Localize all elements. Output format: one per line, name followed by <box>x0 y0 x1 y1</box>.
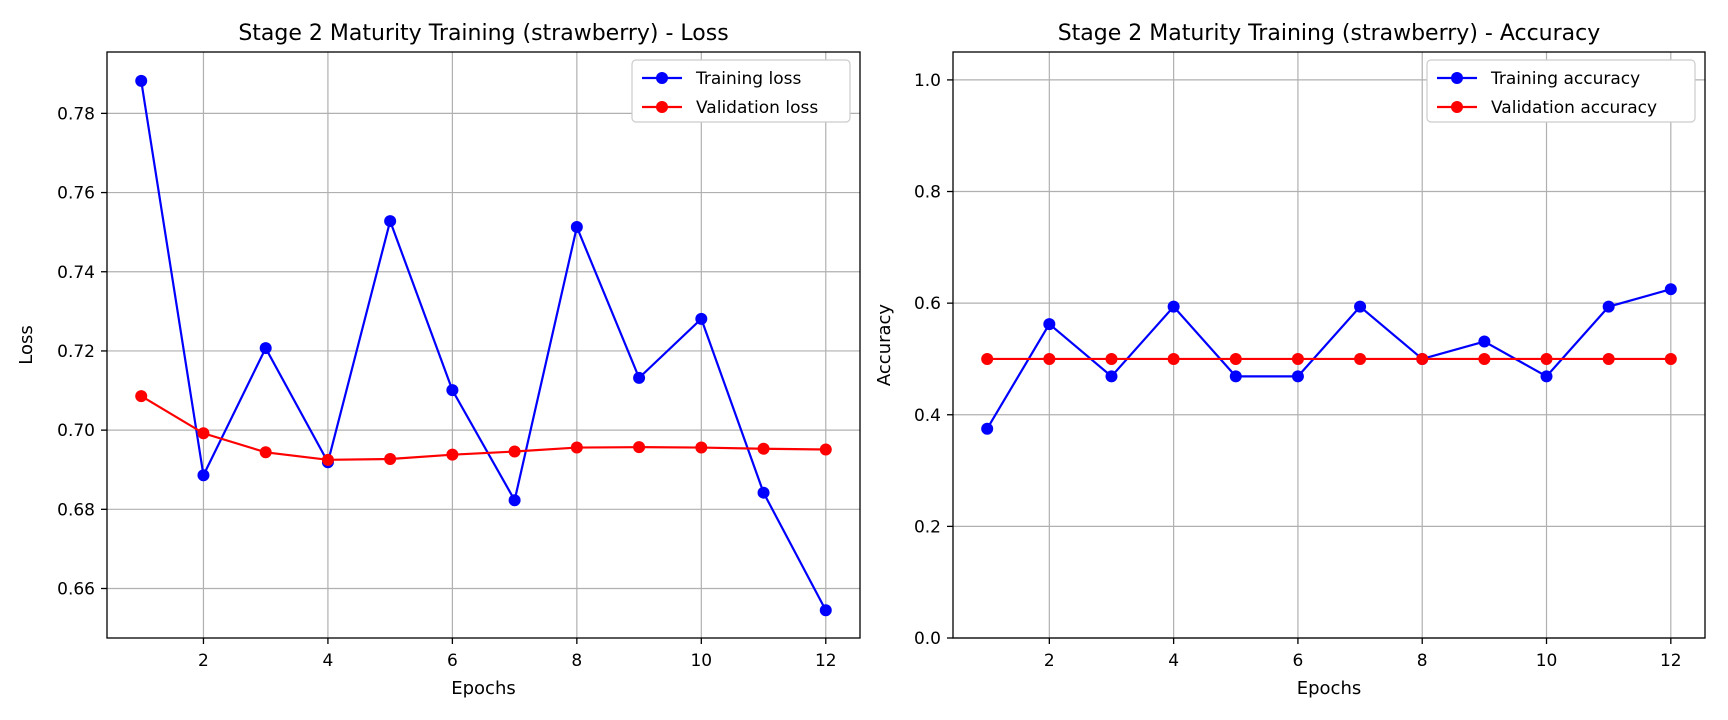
data-point-validation <box>508 445 521 458</box>
data-point-validation <box>1416 352 1429 365</box>
y-tick-label: 0.8 <box>914 183 941 203</box>
x-tick-label: 12 <box>1660 651 1682 671</box>
x-tick-label: 8 <box>571 651 582 671</box>
data-point-training <box>1602 300 1615 313</box>
data-point-training <box>1229 370 1242 383</box>
y-tick-label: 0.68 <box>57 500 95 520</box>
y-tick-label: 0.4 <box>914 406 941 426</box>
data-point-training <box>384 215 397 228</box>
plot-frame <box>106 51 861 639</box>
series-line-validation <box>140 395 826 461</box>
data-point-training <box>1478 335 1491 348</box>
data-point-validation <box>1167 352 1180 365</box>
x-tick-label: 12 <box>815 651 837 671</box>
data-point-training <box>1354 300 1367 313</box>
data-point-validation <box>1540 352 1553 365</box>
data-point-training <box>1291 370 1304 383</box>
data-point-validation <box>695 441 708 454</box>
data-point-validation <box>1354 352 1367 365</box>
y-axis-label: Accuracy <box>874 304 895 387</box>
chart-title: Stage 2 Maturity Training (strawberry) -… <box>1058 21 1601 46</box>
data-point-validation <box>1664 352 1677 365</box>
x-tick-label: 6 <box>447 651 458 671</box>
data-point-validation <box>135 390 148 403</box>
legend-marker-training <box>656 72 668 84</box>
legend-marker-validation <box>656 101 668 113</box>
y-tick-label: 0.2 <box>914 517 941 537</box>
data-point-training <box>446 384 459 397</box>
data-point-training <box>570 221 583 234</box>
x-tick-label: 10 <box>690 651 712 671</box>
legend-label-training: Training accuracy <box>1490 69 1640 89</box>
x-tick-label: 10 <box>1536 651 1558 671</box>
data-point-training <box>1167 300 1180 313</box>
data-point-training <box>197 469 210 482</box>
y-tick-label: 0.72 <box>57 342 95 362</box>
loss-chart: 2 4 6 8 10 12 0.66 0.68 0.70 0.72 0.74 0.76 0.78 Stag… <box>16 21 861 699</box>
legend-marker-training <box>1451 72 1463 84</box>
data-point-training <box>1105 370 1118 383</box>
x-tick-label: 4 <box>323 651 334 671</box>
data-point-validation <box>1291 352 1304 365</box>
data-point-training <box>695 312 708 325</box>
data-point-validation <box>1105 352 1118 365</box>
legend-box <box>1426 59 1696 123</box>
data-point-training <box>633 371 646 384</box>
legend-label-validation: Validation loss <box>696 98 818 118</box>
chart-title: Stage 2 Maturity Training (strawberry) -… <box>238 21 728 46</box>
series-line-training <box>986 288 1672 430</box>
x-axis-label: Epochs <box>1297 678 1362 699</box>
x-tick-label: 8 <box>1417 651 1428 671</box>
data-point-training <box>757 486 770 499</box>
data-point-validation <box>1602 352 1615 365</box>
y-tick-label: 0.66 <box>57 580 95 600</box>
y-tick-label: 0.76 <box>57 184 95 204</box>
data-point-training <box>1540 370 1553 383</box>
x-tick-label: 6 <box>1293 651 1304 671</box>
data-point-validation <box>819 443 832 456</box>
y-tick-label: 0.6 <box>914 294 941 314</box>
legend-label-training: Training loss <box>695 69 801 89</box>
data-point-validation <box>446 448 459 461</box>
x-tick-label: 2 <box>1044 651 1055 671</box>
x-tick-label: 2 <box>198 651 209 671</box>
data-point-training <box>135 74 148 87</box>
data-point-validation <box>981 352 994 365</box>
data-point-validation <box>1229 352 1242 365</box>
y-tick-label: 0.78 <box>57 104 95 124</box>
data-point-validation <box>321 453 334 466</box>
data-point-validation <box>259 446 272 459</box>
data-point-training <box>508 494 521 507</box>
x-axis-label: Epochs <box>451 678 516 699</box>
y-tick-label: 0.70 <box>57 421 95 441</box>
legend-box <box>631 59 851 123</box>
y-tick-label: 1.0 <box>914 71 941 91</box>
legend-label-validation: Validation accuracy <box>1491 98 1657 118</box>
data-point-training <box>819 604 832 617</box>
accuracy-chart: 2 4 6 8 10 12 0.0 0.2 0.4 0.6 0.8 1.0 Stage 2 Maturi… <box>874 21 1706 699</box>
data-point-validation <box>757 442 770 455</box>
data-point-training <box>259 342 272 355</box>
y-axis-label: Loss <box>16 325 37 364</box>
plot-frame <box>952 51 1706 639</box>
data-point-validation <box>1478 352 1491 365</box>
y-tick-label: 0.0 <box>914 629 941 649</box>
x-tick-label: 4 <box>1168 651 1179 671</box>
data-point-validation <box>633 441 646 454</box>
data-point-validation <box>384 453 397 466</box>
legend-marker-validation <box>1451 101 1463 113</box>
data-point-training <box>1664 283 1677 296</box>
data-point-training <box>981 422 994 435</box>
data-point-validation <box>197 427 210 440</box>
data-point-validation <box>570 441 583 454</box>
data-point-training <box>1043 318 1056 331</box>
series-line-training <box>140 80 827 611</box>
data-point-validation <box>1043 352 1056 365</box>
y-tick-label: 0.74 <box>57 263 95 283</box>
